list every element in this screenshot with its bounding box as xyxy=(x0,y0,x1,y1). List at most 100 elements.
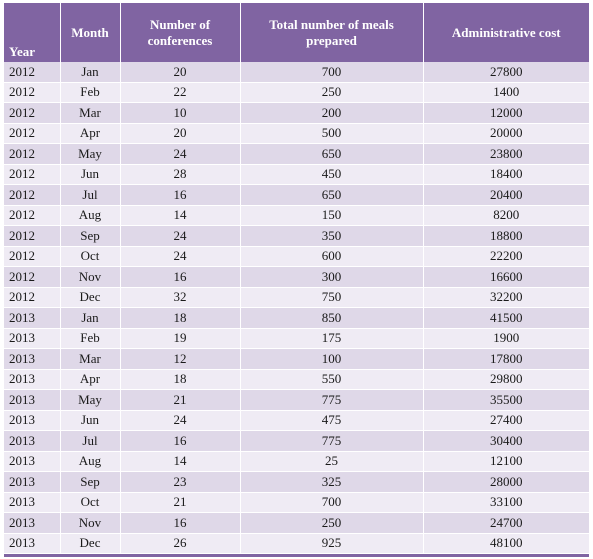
cell-meals: 175 xyxy=(240,328,424,349)
data-table-container: Year Month Number of conferences Total n… xyxy=(4,3,589,557)
table-row: 2013 Jul 16 775 30400 xyxy=(4,430,589,452)
cell-cost: 8200 xyxy=(423,205,589,226)
cell-meals: 250 xyxy=(240,512,424,534)
cell-year: 2013 xyxy=(4,492,61,513)
cell-year: 2012 xyxy=(4,62,61,83)
cell-conferences: 14 xyxy=(120,451,241,472)
table-row: 2013 Feb 19 175 1900 xyxy=(4,328,589,349)
table-row: 2013 Sep 23 325 28000 xyxy=(4,471,589,493)
cell-month: Oct xyxy=(60,246,121,267)
table-row: 2013 Mar 12 100 17800 xyxy=(4,348,589,370)
header-month: Month xyxy=(60,3,121,62)
cell-month: Aug xyxy=(60,205,121,226)
header-year: Year xyxy=(4,3,61,62)
cell-month: Dec xyxy=(60,533,121,554)
cell-conferences: 16 xyxy=(120,512,241,534)
cell-year: 2012 xyxy=(4,287,61,308)
cell-month: Jun xyxy=(60,410,121,431)
cell-cost: 41500 xyxy=(423,307,589,329)
cell-year: 2013 xyxy=(4,471,61,493)
cell-year: 2013 xyxy=(4,389,61,411)
cell-conferences: 22 xyxy=(120,82,241,103)
cell-month: Oct xyxy=(60,492,121,513)
cell-cost: 32200 xyxy=(423,287,589,308)
cell-conferences: 24 xyxy=(120,225,241,247)
cell-year: 2012 xyxy=(4,102,61,124)
cell-cost: 1400 xyxy=(423,82,589,103)
table-row: 2013 Jan 18 850 41500 xyxy=(4,307,589,329)
table-row: 2013 Aug 14 25 12100 xyxy=(4,451,589,472)
table-body: 2012 Jan 20 700 27800 2012 Feb 22 250 1400 2012 Mar… xyxy=(4,62,589,554)
table-row: 2013 May 21 775 35500 xyxy=(4,389,589,411)
cell-month: May xyxy=(60,389,121,411)
cell-meals: 250 xyxy=(240,82,424,103)
cell-cost: 18800 xyxy=(423,225,589,247)
cell-month: Mar xyxy=(60,348,121,370)
cell-meals: 550 xyxy=(240,369,424,390)
cell-cost: 20400 xyxy=(423,184,589,206)
cell-year: 2013 xyxy=(4,348,61,370)
table-row: 2013 Dec 26 925 48100 xyxy=(4,533,589,554)
cell-conferences: 16 xyxy=(120,184,241,206)
data-table: Year Month Number of conferences Total n… xyxy=(4,3,589,554)
cell-cost: 27400 xyxy=(423,410,589,431)
cell-month: Sep xyxy=(60,225,121,247)
cell-cost: 16600 xyxy=(423,266,589,288)
cell-meals: 775 xyxy=(240,430,424,452)
cell-month: Jan xyxy=(60,62,121,83)
cell-conferences: 19 xyxy=(120,328,241,349)
header-row: Year Month Number of conferences Total n… xyxy=(4,3,589,62)
cell-meals: 650 xyxy=(240,184,424,206)
cell-cost: 12000 xyxy=(423,102,589,124)
table-row: 2012 Nov 16 300 16600 xyxy=(4,266,589,288)
cell-year: 2013 xyxy=(4,307,61,329)
table-row: 2013 Jun 24 475 27400 xyxy=(4,410,589,431)
cell-year: 2012 xyxy=(4,82,61,103)
cell-month: Jul xyxy=(60,184,121,206)
cell-month: Jul xyxy=(60,430,121,452)
cell-conferences: 16 xyxy=(120,266,241,288)
cell-year: 2012 xyxy=(4,266,61,288)
cell-meals: 150 xyxy=(240,205,424,226)
header-meals: Total number of meals prepared xyxy=(240,3,424,62)
table-row: 2012 Apr 20 500 20000 xyxy=(4,123,589,144)
cell-meals: 600 xyxy=(240,246,424,267)
cell-cost: 28000 xyxy=(423,471,589,493)
cell-year: 2012 xyxy=(4,143,61,165)
cell-year: 2012 xyxy=(4,184,61,206)
table-row: 2012 Dec 32 750 32200 xyxy=(4,287,589,308)
cell-year: 2013 xyxy=(4,410,61,431)
cell-conferences: 28 xyxy=(120,164,241,185)
cell-month: Apr xyxy=(60,369,121,390)
table-row: 2012 Aug 14 150 8200 xyxy=(4,205,589,226)
table-row: 2012 May 24 650 23800 xyxy=(4,143,589,165)
table-bottom-rule xyxy=(4,554,589,557)
cell-conferences: 24 xyxy=(120,246,241,267)
table-row: 2012 Feb 22 250 1400 xyxy=(4,82,589,103)
cell-meals: 850 xyxy=(240,307,424,329)
cell-conferences: 24 xyxy=(120,143,241,165)
cell-year: 2013 xyxy=(4,533,61,554)
header-conferences: Number of conferences xyxy=(120,3,241,62)
cell-year: 2012 xyxy=(4,205,61,226)
cell-cost: 27800 xyxy=(423,62,589,83)
cell-cost: 30400 xyxy=(423,430,589,452)
cell-meals: 925 xyxy=(240,533,424,554)
cell-conferences: 21 xyxy=(120,389,241,411)
table-row: 2012 Sep 24 350 18800 xyxy=(4,225,589,247)
cell-conferences: 18 xyxy=(120,307,241,329)
cell-cost: 20000 xyxy=(423,123,589,144)
cell-conferences: 16 xyxy=(120,430,241,452)
cell-conferences: 12 xyxy=(120,348,241,370)
table-row: 2012 Mar 10 200 12000 xyxy=(4,102,589,124)
cell-meals: 300 xyxy=(240,266,424,288)
cell-cost: 35500 xyxy=(423,389,589,411)
cell-cost: 18400 xyxy=(423,164,589,185)
cell-month: Aug xyxy=(60,451,121,472)
cell-meals: 100 xyxy=(240,348,424,370)
cell-conferences: 21 xyxy=(120,492,241,513)
cell-meals: 700 xyxy=(240,62,424,83)
cell-meals: 775 xyxy=(240,389,424,411)
cell-month: May xyxy=(60,143,121,165)
cell-month: Feb xyxy=(60,82,121,103)
